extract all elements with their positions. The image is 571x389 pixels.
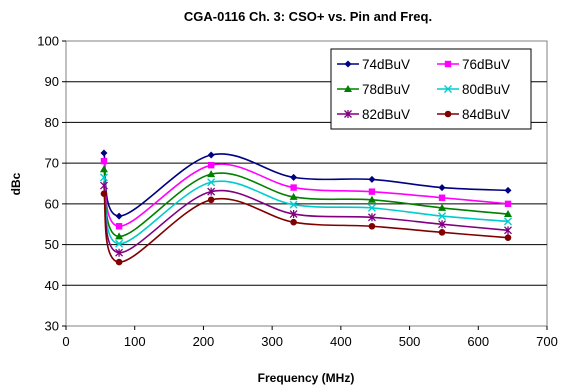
y-tick-label: 90 bbox=[45, 74, 59, 89]
data-point bbox=[290, 173, 298, 181]
legend-marker bbox=[444, 110, 452, 118]
data-point bbox=[504, 200, 512, 208]
x-tick-label: 100 bbox=[124, 334, 146, 349]
data-point bbox=[289, 192, 298, 200]
x-tick-label: 600 bbox=[467, 334, 489, 349]
data-point bbox=[100, 157, 108, 165]
y-tick-label: 30 bbox=[45, 319, 59, 334]
data-point bbox=[438, 229, 446, 236]
legend-label: 78dBuV bbox=[362, 82, 410, 97]
data-point bbox=[115, 239, 124, 248]
legend-marker bbox=[444, 60, 452, 68]
data-point bbox=[207, 178, 216, 187]
data-point bbox=[438, 220, 446, 229]
data-point bbox=[504, 234, 512, 241]
series-78dBuV bbox=[99, 165, 513, 240]
y-axis-label: dBc bbox=[9, 172, 23, 195]
data-point bbox=[504, 226, 512, 235]
data-point bbox=[368, 175, 376, 183]
legend-item: 78dBuV bbox=[337, 82, 410, 97]
series-80dBuV bbox=[99, 173, 512, 248]
data-point bbox=[207, 187, 216, 196]
y-tick-label: 60 bbox=[45, 196, 59, 211]
legend-item: 74dBuV bbox=[337, 57, 410, 72]
y-tick-label: 40 bbox=[45, 278, 59, 293]
data-point bbox=[289, 210, 298, 219]
legend-item: 76dBuV bbox=[437, 57, 510, 72]
legend-label: 76dBuV bbox=[462, 57, 510, 72]
legend-label: 74dBuV bbox=[362, 57, 410, 72]
series-82dBuV bbox=[100, 181, 512, 257]
series-76dBuV bbox=[100, 157, 512, 230]
data-point bbox=[368, 222, 376, 230]
data-point bbox=[207, 196, 215, 204]
x-axis-label: Frequency (MHz) bbox=[258, 371, 355, 385]
legend-label: 84dBuV bbox=[462, 107, 510, 122]
series-74dBuV bbox=[100, 149, 512, 220]
data-point bbox=[115, 248, 124, 257]
legend-item: 82dBuV bbox=[337, 107, 410, 122]
data-point bbox=[115, 212, 123, 220]
legend-marker bbox=[344, 60, 352, 68]
y-tick-label: 100 bbox=[37, 34, 59, 49]
data-point bbox=[504, 186, 512, 194]
legend-marker bbox=[344, 110, 352, 118]
x-axis: 0 100 200 300 400 500 600 700 bbox=[62, 326, 558, 349]
series-layer bbox=[99, 149, 513, 266]
data-point bbox=[100, 181, 108, 190]
series-84dBuV bbox=[100, 190, 512, 266]
legend: 74dBuV 76dBuV 78dBuV 80dBuV 82dBuV 84dBuV bbox=[330, 48, 532, 130]
data-point bbox=[438, 194, 446, 201]
data-point bbox=[438, 212, 447, 221]
data-point bbox=[115, 232, 124, 240]
data-point bbox=[115, 223, 123, 230]
chart-title: CGA-0116 Ch. 3: CSO+ vs. Pin and Freq. bbox=[184, 9, 432, 24]
x-tick-label: 300 bbox=[261, 334, 283, 349]
y-tick-label: 80 bbox=[45, 115, 59, 130]
y-tick-label: 70 bbox=[45, 156, 59, 171]
legend-box bbox=[330, 48, 532, 130]
data-point bbox=[504, 210, 513, 218]
data-point bbox=[368, 188, 376, 195]
x-tick-label: 500 bbox=[399, 334, 421, 349]
data-point bbox=[99, 173, 108, 182]
data-point bbox=[290, 218, 297, 226]
legend-item: 80dBuV bbox=[437, 82, 510, 97]
x-tick-label: 400 bbox=[330, 334, 352, 349]
data-point bbox=[367, 203, 376, 212]
legend-label: 82dBuV bbox=[362, 107, 410, 122]
data-point bbox=[99, 165, 108, 173]
data-point bbox=[290, 184, 297, 191]
data-point bbox=[504, 217, 512, 226]
x-tick-label: 200 bbox=[193, 334, 215, 349]
y-tick-label: 50 bbox=[45, 237, 59, 252]
legend-item: 84dBuV bbox=[437, 107, 510, 122]
data-point bbox=[207, 161, 215, 169]
data-point bbox=[115, 258, 123, 266]
data-point bbox=[289, 200, 298, 209]
data-point bbox=[207, 170, 216, 178]
data-point bbox=[438, 203, 447, 211]
legend-label: 80dBuV bbox=[462, 82, 510, 97]
y-axis: 30 40 50 60 70 80 90 100 bbox=[37, 34, 66, 334]
data-point bbox=[207, 151, 215, 159]
legend-marker bbox=[444, 85, 452, 93]
data-point bbox=[100, 190, 108, 197]
legend-marker bbox=[344, 85, 352, 92]
x-tick-label: 0 bbox=[62, 334, 69, 349]
data-point bbox=[367, 195, 376, 203]
x-tick-label: 700 bbox=[536, 334, 558, 349]
data-point bbox=[367, 213, 376, 222]
data-point bbox=[438, 184, 446, 192]
data-point bbox=[100, 149, 108, 157]
